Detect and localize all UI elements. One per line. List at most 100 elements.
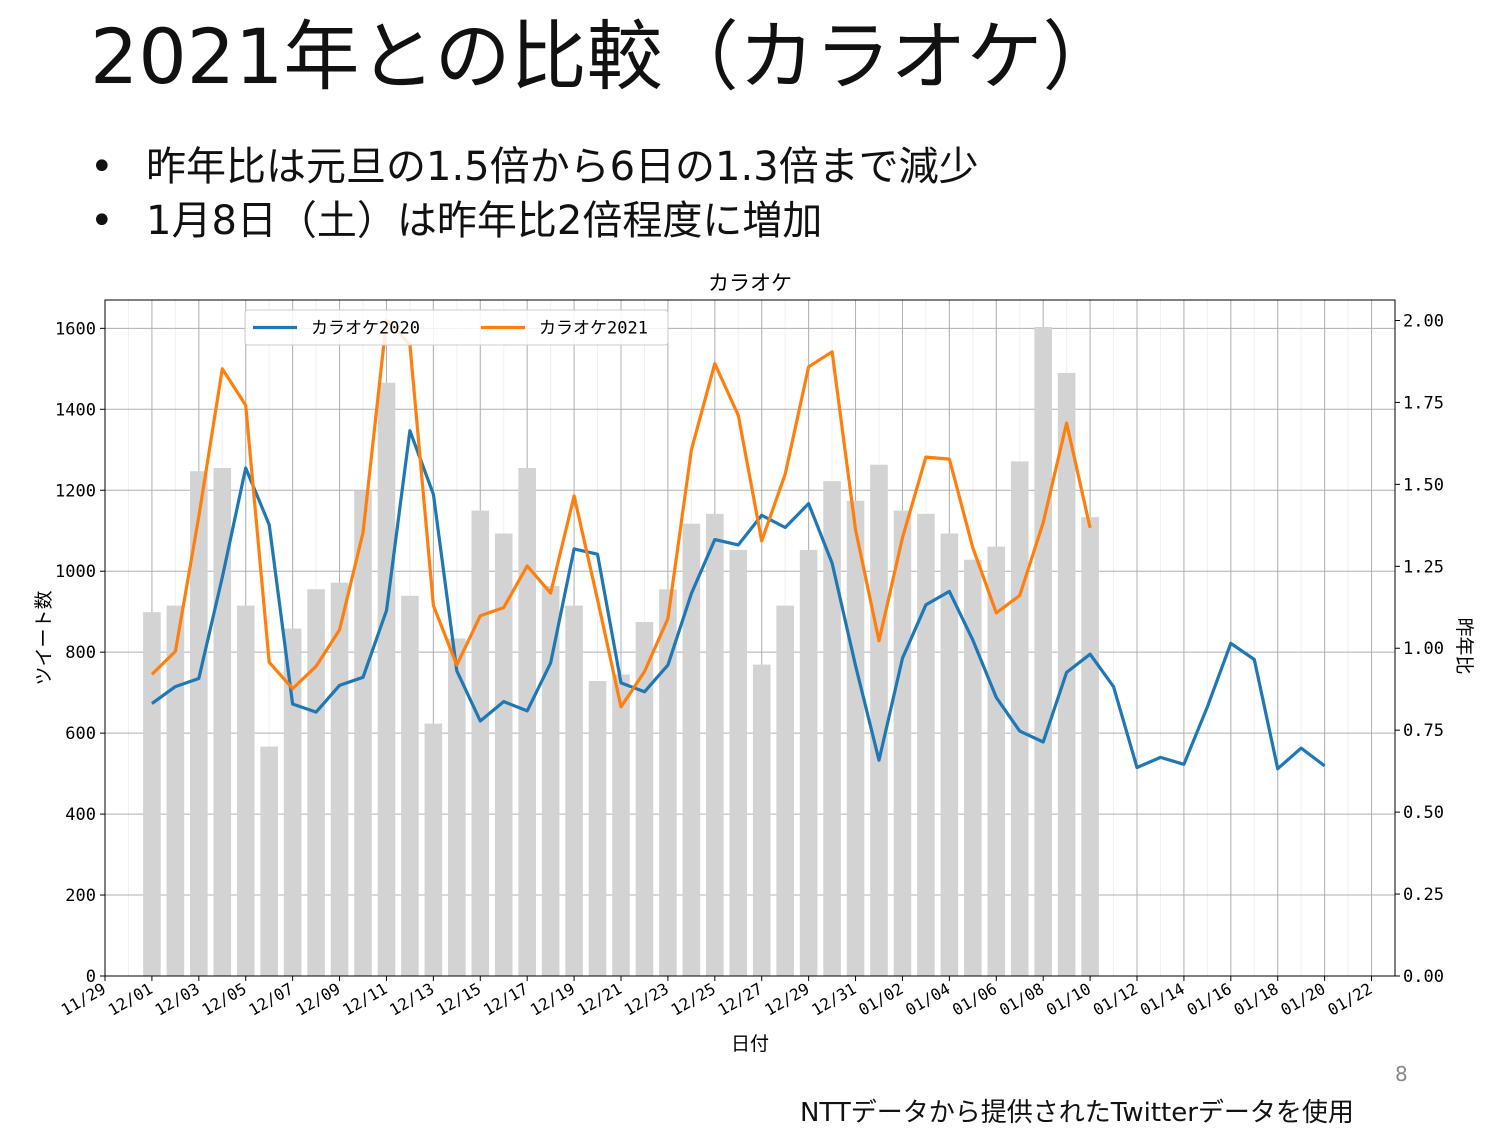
y2-axis-label: 昨年比 <box>1453 617 1475 674</box>
y-tick-label: 600 <box>65 724 96 744</box>
slide-title: 2021年との比較（カラオケ） <box>90 12 1119 101</box>
page-number: 8 <box>1395 1062 1408 1086</box>
plot-frame <box>104 299 1396 977</box>
bar <box>494 533 513 976</box>
y-tick-label: 0 <box>86 967 96 987</box>
series-line <box>150 318 1092 709</box>
bar <box>752 664 771 976</box>
y2-tick-label: 1.75 <box>1403 393 1444 413</box>
bullet-item: • 1月8日（土）は昨年比2倍程度に増加 <box>90 194 979 248</box>
series-line <box>150 429 1326 771</box>
y-tick-label: 1200 <box>55 481 96 501</box>
legend-label: カラオケ2021 <box>539 319 648 339</box>
x-tick-label: 01/18 <box>1231 979 1282 1020</box>
y-axis-label: ツイート数 <box>33 590 55 685</box>
x-tick-label: 01/06 <box>949 979 1000 1020</box>
bar <box>893 510 912 976</box>
bar <box>424 723 443 976</box>
bar <box>190 471 208 976</box>
bullet-symbol: • <box>90 144 114 190</box>
bullet-text: 昨年比は元旦の1.5倍から6日の1.3倍まで減少 <box>146 144 979 190</box>
chart: 11/29 12/01 12/03 12/05 12/07 12/09 12/11 12/13… <box>0 262 1500 1062</box>
bullet-item: • 昨年比は元旦の1.5倍から6日の1.3倍まで減少 <box>90 140 979 194</box>
bar <box>776 605 794 976</box>
x-tick-label: 12/13 <box>386 979 437 1020</box>
x-tick-label: 12/17 <box>480 979 531 1020</box>
bar <box>330 582 349 976</box>
bar <box>401 595 419 976</box>
bar <box>448 638 466 976</box>
y-tick-label: 200 <box>65 886 96 906</box>
bar <box>354 490 372 976</box>
bar <box>518 467 536 976</box>
x-tick-label: 01/08 <box>996 979 1047 1020</box>
footnote: NTTデータから提供されたTwitterデータを使用 <box>800 1098 1354 1128</box>
bar <box>612 674 630 976</box>
x-tick-label: 01/14 <box>1137 979 1188 1020</box>
bar <box>940 533 959 976</box>
bar <box>307 589 325 976</box>
bar <box>143 612 161 976</box>
bar <box>377 382 396 976</box>
bar <box>682 523 701 976</box>
x-tick-label: 12/07 <box>245 979 296 1020</box>
y2-tick-label: 0.25 <box>1403 885 1444 905</box>
legend-box <box>244 309 669 346</box>
bar <box>729 549 748 976</box>
bar <box>565 605 583 976</box>
bar <box>588 681 607 976</box>
y2-tick-label: 0.75 <box>1403 721 1444 741</box>
y-tick-label: 1400 <box>55 400 96 420</box>
bar <box>1081 517 1099 976</box>
bullet-text: 1月8日（土）は昨年比2倍程度に増加 <box>146 198 823 244</box>
x-tick-label: 12/03 <box>152 979 203 1020</box>
y-tick-label: 1600 <box>55 319 96 339</box>
x-tick-label: 12/27 <box>715 979 766 1020</box>
bar <box>166 605 185 976</box>
x-tick-label: 12/31 <box>808 979 859 1020</box>
x-tick-label: 01/16 <box>1184 979 1235 1020</box>
x-tick-label: 11/29 <box>58 979 109 1020</box>
x-tick-label: 12/11 <box>339 979 390 1020</box>
bar <box>706 513 724 976</box>
bar <box>236 605 255 976</box>
bar <box>659 589 677 976</box>
y-tick-label: 400 <box>65 805 96 825</box>
x-tick-label: 01/04 <box>902 979 953 1020</box>
bar <box>846 500 865 976</box>
x-tick-label: 01/12 <box>1090 979 1141 1020</box>
x-tick-label: 01/10 <box>1043 979 1094 1020</box>
bar <box>964 559 982 976</box>
bar <box>635 622 654 976</box>
bar <box>870 464 888 976</box>
bar <box>799 549 818 976</box>
bar <box>823 481 841 976</box>
bar <box>283 628 302 976</box>
y2-tick-label: 1.50 <box>1403 475 1444 495</box>
y-tick-label: 800 <box>65 643 96 663</box>
x-tick-label: 12/29 <box>761 979 812 1020</box>
bar <box>1034 327 1052 976</box>
bar <box>987 546 1006 976</box>
x-tick-label: 12/05 <box>199 979 250 1020</box>
bar <box>541 585 560 976</box>
y2-tick-label: 0.00 <box>1403 967 1444 987</box>
y2-tick-label: 2.00 <box>1403 311 1444 331</box>
x-axis-label: 日付 <box>731 1033 769 1055</box>
bullet-list: • 昨年比は元旦の1.5倍から6日の1.3倍まで減少 • 1月8日（土）は昨年比… <box>90 140 979 248</box>
x-tick-label: 12/09 <box>292 979 343 1020</box>
x-tick-label: 01/22 <box>1324 979 1375 1020</box>
x-tick-label: 12/01 <box>105 979 156 1020</box>
x-tick-label: 01/02 <box>855 979 906 1020</box>
chart-svg: 11/2912/0112/0312/0512/0712/0912/1112/13… <box>33 271 1475 1055</box>
bullet-symbol: • <box>90 198 114 244</box>
x-tick-label: 12/21 <box>574 979 625 1020</box>
x-tick-label: 01/20 <box>1277 979 1328 1020</box>
x-tick-label: 12/15 <box>433 979 484 1020</box>
bar <box>1010 461 1029 976</box>
y2-tick-label: 1.25 <box>1403 557 1444 577</box>
legend-label: カラオケ2020 <box>311 319 420 339</box>
bar <box>471 510 490 976</box>
bar <box>917 513 935 976</box>
y2-tick-label: 0.50 <box>1403 803 1444 823</box>
